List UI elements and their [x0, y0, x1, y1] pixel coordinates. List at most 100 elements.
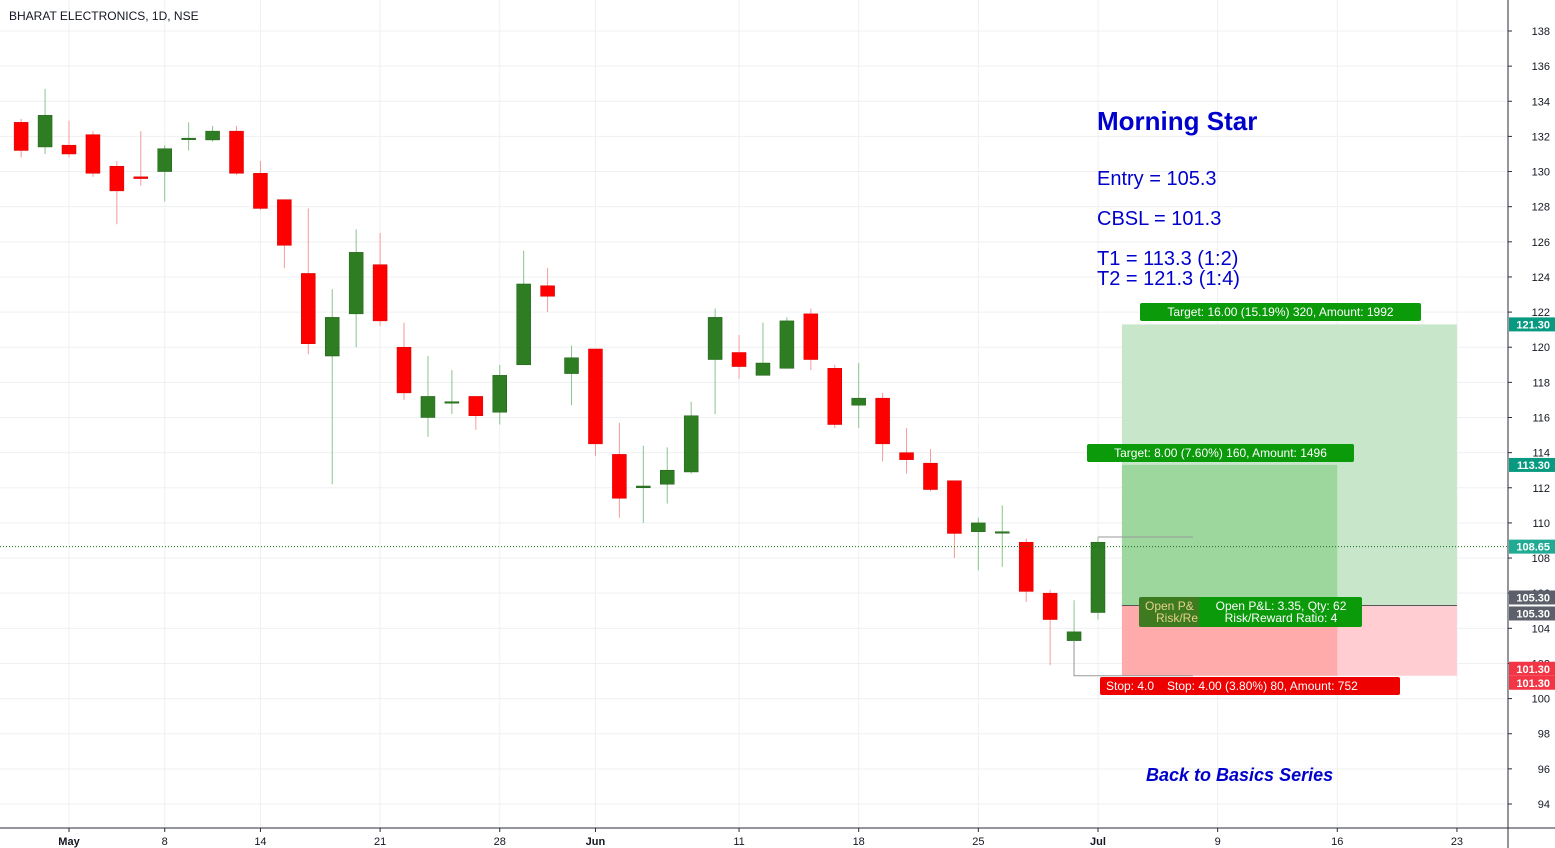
- target-label-short[interactable]: Target: 8.00 (7.60%) 160, Amount: 1496: [1087, 444, 1354, 462]
- candle-up: [324, 317, 340, 357]
- stop-label-bg: [1100, 677, 1400, 695]
- time-tick-label: 9: [1215, 836, 1221, 848]
- time-tick-label: 21: [374, 836, 386, 848]
- candlestick-series: [13, 88, 1106, 676]
- candle-down: [61, 144, 77, 155]
- pnl-label-overlapped-bg: [1139, 597, 1209, 627]
- price-tag-text: 121.30: [1516, 319, 1550, 331]
- time-tick-label: 11: [733, 836, 744, 848]
- time-tick-label: Jul: [1090, 836, 1106, 848]
- candle-up: [683, 415, 699, 473]
- candle-up: [755, 362, 771, 376]
- price-tick-label: 126: [1532, 237, 1550, 249]
- candle-down: [612, 454, 627, 499]
- price-tag-text: 105.30: [1516, 608, 1550, 620]
- short-target-profit-zone[interactable]: [1121, 464, 1338, 606]
- price-tag-text: 105.30: [1516, 592, 1550, 604]
- position-zones[interactable]: [1121, 324, 1457, 676]
- stop-label-overlapped-text: Stop: 4.0: [1106, 679, 1154, 693]
- price-tick-label: 96: [1538, 764, 1550, 776]
- candle-up: [564, 357, 579, 374]
- price-tick-label: 114: [1532, 448, 1550, 460]
- time-tick-label: 16: [1331, 836, 1343, 848]
- price-tag-text: 108.65: [1516, 542, 1550, 554]
- price-tick-label: 116: [1532, 413, 1550, 425]
- price-tick-label: 124: [1532, 272, 1550, 284]
- time-tick-label: May: [58, 836, 80, 848]
- time-tick-label: 23: [1451, 836, 1463, 848]
- price-tick-label: 100: [1532, 694, 1550, 706]
- target-label-long-bg: [1140, 303, 1421, 321]
- price-tick-label: 134: [1532, 96, 1550, 108]
- time-tick-label: Jun: [586, 836, 606, 848]
- candle-up: [516, 283, 531, 366]
- annotation-cbsl: CBSL = 101.3: [1097, 208, 1221, 230]
- candle-down: [875, 397, 890, 445]
- annotation-t2: T2 = 121.3 (1:4): [1097, 268, 1240, 290]
- candle-down: [396, 346, 412, 394]
- target-label-short-text: Target: 8.00 (7.60%) 160, Amount: 1496: [1114, 446, 1327, 460]
- candle-down: [947, 480, 962, 534]
- target-label-long[interactable]: Target: 16.00 (15.19%) 320, Amount: 1992: [1140, 303, 1421, 321]
- price-tag: 121.30: [1509, 317, 1555, 332]
- candle-down: [827, 368, 843, 425]
- price-tag-bg: [1509, 606, 1555, 621]
- annotation-t1: T1 = 113.3 (1:2): [1097, 248, 1238, 270]
- candle-up: [205, 130, 220, 141]
- stop-label[interactable]: Stop: 4.0 Stop: 4.00 (3.80%) 80, Amount: …: [1100, 677, 1400, 695]
- pnl-label-overlapped: Open P&Risk/Re: [1139, 597, 1209, 627]
- candle-up: [492, 375, 507, 413]
- price-axis-bg[interactable]: [1508, 0, 1555, 848]
- annotation-series-note: Back to Basics Series: [1146, 765, 1333, 785]
- price-tag: 113.30: [1509, 457, 1555, 472]
- price-tick-label: 130: [1532, 167, 1550, 179]
- price-tick-label: 122: [1532, 307, 1550, 319]
- price-tick-label: 112: [1532, 483, 1550, 495]
- pnl-line1: Open P&L: 3.35, Qty: 62: [1216, 599, 1347, 613]
- candle-down: [1042, 592, 1058, 620]
- candle-down: [85, 134, 101, 174]
- time-tick-label: 18: [853, 836, 865, 848]
- candle-up: [851, 397, 866, 406]
- price-tag: 108.65: [1509, 539, 1555, 554]
- price-tick-label: 136: [1532, 61, 1550, 73]
- pnl-line2: Risk/Reward Ratio: 4: [1225, 611, 1338, 625]
- candle-up: [1090, 541, 1106, 613]
- price-tick-label: 104: [1532, 623, 1550, 635]
- price-tag-bg: [1509, 539, 1555, 554]
- time-axis-bg[interactable]: [0, 828, 1555, 848]
- candle-up: [444, 401, 460, 404]
- price-tag-text: 101.30: [1516, 664, 1550, 676]
- annotation-entry: Entry = 105.3: [1097, 168, 1217, 190]
- time-tick-label: 25: [972, 836, 984, 848]
- target-label-short-bg: [1087, 444, 1354, 462]
- candle-up: [37, 115, 53, 148]
- candle-up: [779, 320, 795, 369]
- price-tick-label: 98: [1538, 729, 1550, 741]
- candle-down: [253, 173, 268, 209]
- chart-symbol-title[interactable]: BHARAT ELECTRONICS, 1D, NSE: [9, 9, 199, 23]
- price-tag: 101.30: [1509, 675, 1555, 690]
- candle-down: [133, 176, 149, 179]
- pnl-overlapped-line1: Open P&: [1145, 599, 1194, 613]
- price-tag-text: 113.30: [1517, 460, 1550, 472]
- candle-down: [588, 348, 603, 445]
- price-tag-bg: [1509, 317, 1555, 332]
- price-tick-label: 132: [1532, 131, 1550, 143]
- candle-up: [1066, 631, 1082, 641]
- candle-up: [157, 148, 172, 172]
- candle-down: [229, 130, 244, 174]
- candle-up: [707, 317, 723, 360]
- price-tag-bg: [1509, 675, 1555, 690]
- price-tick-label: 138: [1532, 26, 1550, 38]
- candle-up: [995, 531, 1010, 534]
- candle-down: [277, 199, 292, 246]
- candle-down: [923, 462, 938, 490]
- annotation-heading: Morning Star: [1097, 106, 1257, 136]
- pnl-overlapped-line2: Risk/Re: [1156, 611, 1198, 625]
- time-tick-label: 28: [494, 836, 506, 848]
- candle-down: [803, 313, 819, 360]
- candle-down: [372, 264, 388, 322]
